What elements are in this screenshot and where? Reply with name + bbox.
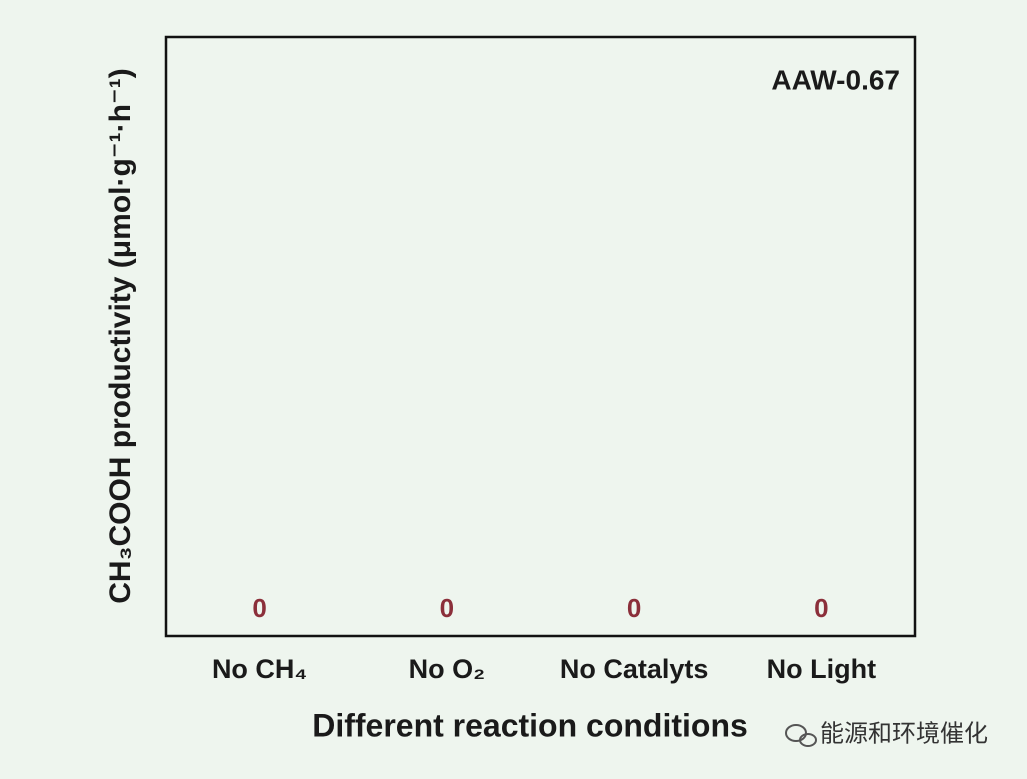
watermark: 能源和环境催化 [820, 720, 988, 747]
value-label: 0 [440, 593, 454, 623]
annotation: AAW-0.67 [771, 64, 900, 95]
x-tick-label: No Catalyts [560, 654, 709, 684]
value-label: 0 [252, 593, 266, 623]
y-axis-title: CH₃COOH productivity (μmol·g⁻¹·h⁻¹) [104, 68, 137, 604]
x-tick-label: No Light [767, 654, 876, 684]
x-tick-label: No CH₄ [212, 654, 307, 684]
value-label: 0 [627, 593, 641, 623]
value-label: 0 [814, 593, 828, 623]
x-tick-label: No O₂ [409, 654, 486, 684]
plot-frame [164, 35, 917, 638]
x-axis-title: Different reaction conditions [312, 707, 748, 743]
watermark-icon [785, 724, 817, 747]
